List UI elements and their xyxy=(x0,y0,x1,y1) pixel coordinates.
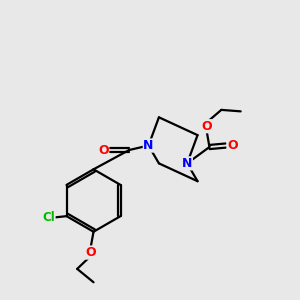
Text: N: N xyxy=(182,157,192,170)
Text: N: N xyxy=(143,139,154,152)
Text: O: O xyxy=(201,120,212,133)
Text: Cl: Cl xyxy=(42,211,55,224)
Text: O: O xyxy=(98,143,109,157)
Text: O: O xyxy=(85,246,96,259)
Text: O: O xyxy=(227,139,238,152)
